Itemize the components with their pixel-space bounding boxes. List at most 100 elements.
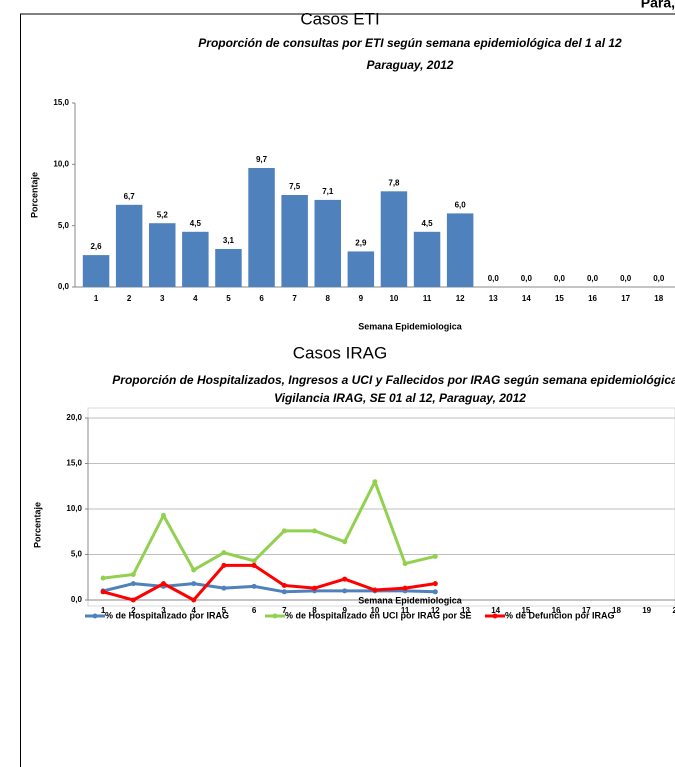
value-label: 7,5: [289, 182, 301, 191]
y-tick-label: 10,0: [53, 159, 69, 168]
x-tick-label: 11: [401, 606, 410, 615]
x-tick-label: 17: [582, 606, 591, 615]
x-tick-label: 15: [555, 294, 564, 303]
data-point: [130, 581, 136, 587]
value-label: 2,9: [355, 239, 367, 248]
x-tick-label: 1: [94, 294, 99, 303]
data-point: [130, 597, 136, 603]
data-point: [281, 528, 287, 534]
y-tick-label: 0,0: [58, 282, 70, 291]
data-point: [342, 588, 348, 594]
plot-frame: [87, 407, 675, 607]
chart-title: Proporción de consultas por ETI según se…: [198, 36, 622, 50]
y-axis-label: Porcentaje: [29, 172, 39, 218]
value-label: 0,0: [620, 274, 632, 283]
x-tick-label: 13: [489, 294, 498, 303]
data-point: [221, 562, 227, 568]
x-tick-label: 4: [191, 606, 196, 615]
data-point: [342, 539, 348, 545]
y-tick-label: 0,0: [71, 595, 83, 604]
data-point: [372, 587, 378, 593]
data-point: [312, 528, 317, 534]
bar: [215, 248, 242, 287]
x-tick-label: 13: [461, 606, 470, 615]
value-label: 0,0: [521, 274, 533, 283]
y-tick-label: 15,0: [53, 98, 69, 107]
x-axis-label: Semana Epidemiologica: [358, 595, 463, 605]
y-axis-label: Porcentaje: [32, 502, 42, 548]
data-point: [191, 581, 197, 587]
data-point: [221, 550, 227, 556]
bar: [380, 191, 408, 287]
x-tick-label: 16: [588, 294, 597, 303]
value-label: 3,1: [223, 236, 235, 245]
x-tick-label: 10: [370, 606, 379, 615]
legend-label: % de Defuncion por IRAG: [505, 610, 615, 620]
bar: [248, 168, 275, 287]
value-label: 0,0: [587, 274, 599, 283]
value-label: 6,0: [455, 201, 467, 210]
value-label: 7,1: [322, 187, 334, 196]
x-tick-label: 11: [423, 294, 432, 303]
chart-heading: Casos IRAG: [293, 343, 387, 362]
bar: [281, 195, 308, 287]
value-label: 2,6: [90, 242, 102, 251]
value-label: 0,0: [653, 274, 665, 283]
x-tick-label: 2: [127, 294, 132, 303]
x-tick-label: 5: [222, 606, 227, 615]
value-label: 5,2: [157, 210, 169, 219]
x-tick-label: 18: [612, 606, 621, 615]
x-tick-label: 5: [226, 294, 231, 303]
x-tick-label: 9: [342, 606, 347, 615]
data-point: [432, 581, 438, 587]
x-tick-label: 19: [642, 606, 651, 615]
legend-marker: [272, 613, 278, 619]
data-point: [191, 567, 197, 573]
y-tick-label: 10,0: [66, 504, 82, 513]
data-point: [251, 562, 257, 568]
x-tick-label: 10: [389, 294, 398, 303]
y-tick-label: 5,0: [71, 550, 83, 559]
value-label: 6,7: [124, 192, 136, 201]
chart-heading: Casos ETI: [300, 9, 379, 28]
x-tick-label: 4: [193, 294, 198, 303]
data-point: [432, 553, 438, 559]
x-axis-label: Semana Epidemiologica: [358, 321, 463, 331]
x-tick-label: 16: [552, 606, 561, 615]
data-point: [402, 561, 408, 567]
x-tick-label: 14: [491, 606, 500, 615]
value-label: 0,0: [488, 274, 500, 283]
data-point: [372, 479, 378, 485]
bar: [182, 231, 209, 287]
data-point: [251, 558, 257, 564]
data-point: [161, 581, 166, 587]
data-point: [281, 582, 287, 588]
x-tick-label: 8: [312, 606, 317, 615]
data-point: [161, 512, 166, 518]
data-point: [402, 585, 408, 591]
x-tick-label: 20: [672, 606, 675, 615]
data-point: [221, 585, 227, 591]
chart-subtitle: Vigilancia IRAG, SE 01 al 12, Paraguay, …: [274, 391, 526, 405]
value-label: 4,5: [190, 219, 202, 228]
x-tick-label: 2: [131, 606, 136, 615]
x-tick-label: 12: [456, 294, 465, 303]
x-tick-label: 14: [522, 294, 531, 303]
y-tick-label: 15,0: [66, 459, 82, 468]
series-line: [102, 480, 436, 580]
x-tick-label: 12: [431, 606, 440, 615]
y-tick-label: 5,0: [58, 221, 70, 230]
value-label: 7,8: [388, 178, 400, 187]
value-label: 9,7: [256, 155, 268, 164]
x-tick-label: 15: [521, 606, 530, 615]
bar: [149, 223, 176, 287]
legend-label: % de Hospitalizado en UCI por IRAG por S…: [285, 610, 472, 620]
data-point: [281, 589, 287, 595]
y-tick-label: 20,0: [66, 413, 82, 422]
x-tick-label: 7: [292, 294, 297, 303]
value-label: 4,5: [421, 219, 433, 228]
chart-title: Proporción de Hospitalizados, Ingresos a…: [112, 373, 675, 387]
chart-subtitle: Paraguay, 2012: [367, 58, 454, 72]
